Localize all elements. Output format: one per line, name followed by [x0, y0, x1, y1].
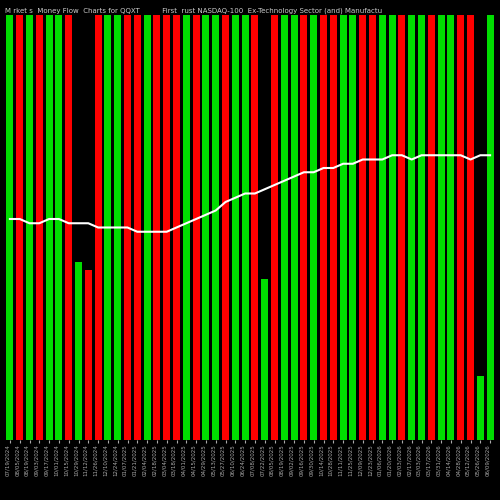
Bar	[290, 15, 298, 440]
Bar	[418, 15, 425, 440]
Bar	[173, 15, 180, 440]
Bar	[46, 15, 52, 440]
Bar	[192, 15, 200, 440]
Bar	[310, 15, 317, 440]
Bar	[134, 15, 140, 440]
Bar	[16, 15, 23, 440]
Bar	[222, 15, 229, 440]
Bar	[262, 278, 268, 440]
Bar	[428, 15, 434, 440]
Bar	[164, 15, 170, 440]
Bar	[252, 15, 258, 440]
Bar	[6, 15, 14, 440]
Bar	[114, 15, 121, 440]
Bar	[408, 15, 415, 440]
Bar	[330, 15, 336, 440]
Bar	[320, 15, 327, 440]
Bar	[94, 15, 102, 440]
Bar	[448, 15, 454, 440]
Bar	[36, 15, 43, 440]
Bar	[212, 15, 219, 440]
Bar	[486, 15, 494, 440]
Bar	[458, 15, 464, 440]
Bar	[350, 15, 356, 440]
Bar	[56, 15, 62, 440]
Bar	[467, 15, 474, 440]
Bar	[379, 15, 386, 440]
Bar	[360, 15, 366, 440]
Bar	[232, 15, 238, 440]
Bar	[281, 15, 287, 440]
Text: M rket s  Money Flow  Charts for QQXT          First  rust NASDAQ-100  Ex-Techno: M rket s Money Flow Charts for QQXT Firs…	[5, 7, 382, 14]
Bar	[369, 15, 376, 440]
Bar	[183, 15, 190, 440]
Bar	[26, 15, 33, 440]
Bar	[398, 15, 406, 440]
Bar	[85, 270, 91, 440]
Bar	[242, 15, 248, 440]
Bar	[104, 15, 112, 440]
Bar	[300, 15, 308, 440]
Bar	[66, 15, 72, 440]
Bar	[124, 15, 131, 440]
Bar	[271, 15, 278, 440]
Bar	[388, 15, 396, 440]
Bar	[202, 15, 209, 440]
Bar	[340, 15, 346, 440]
Bar	[477, 376, 484, 440]
Bar	[75, 262, 82, 440]
Bar	[438, 15, 444, 440]
Bar	[154, 15, 160, 440]
Bar	[144, 15, 150, 440]
